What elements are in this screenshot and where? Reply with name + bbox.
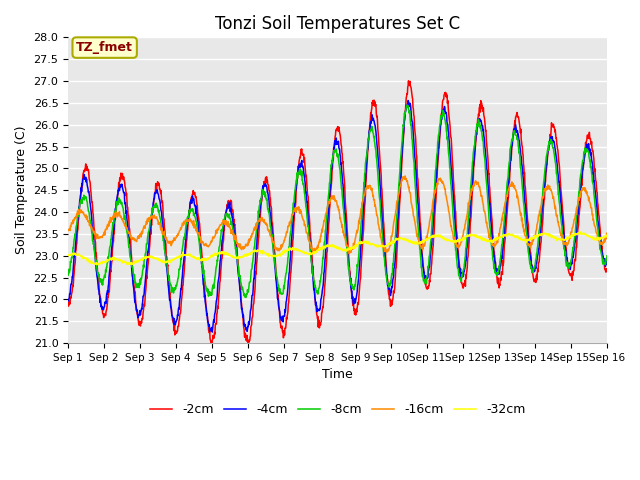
-4cm: [244, 319, 252, 324]
-16cm: [422, 238, 429, 243]
-2cm: [603, 268, 611, 274]
-2cm: [404, 78, 412, 84]
-8cm: [184, 214, 192, 219]
-16cm: [492, 241, 500, 247]
-16cm: [64, 228, 72, 233]
Line: -4cm: -4cm: [68, 100, 607, 332]
-8cm: [540, 180, 547, 185]
-4cm: [184, 216, 192, 221]
-2cm: [492, 268, 500, 274]
Line: -16cm: -16cm: [68, 176, 607, 254]
-4cm: [540, 190, 547, 195]
-4cm: [404, 97, 412, 103]
-4cm: [64, 297, 72, 303]
-32cm: [576, 229, 584, 235]
-32cm: [492, 238, 500, 243]
-8cm: [244, 287, 252, 292]
-8cm: [404, 102, 412, 108]
-16cm: [244, 240, 252, 245]
-4cm: [171, 321, 179, 327]
-16cm: [540, 192, 547, 198]
-4cm: [422, 273, 429, 278]
-8cm: [603, 253, 611, 259]
X-axis label: Time: Time: [322, 368, 353, 381]
-8cm: [171, 287, 179, 293]
Line: -8cm: -8cm: [68, 105, 607, 297]
-32cm: [603, 234, 611, 240]
-16cm: [603, 230, 611, 236]
-4cm: [209, 329, 216, 335]
Line: -32cm: -32cm: [68, 232, 607, 265]
-2cm: [171, 332, 179, 338]
-2cm: [244, 342, 252, 348]
-16cm: [184, 217, 192, 223]
Legend: -2cm, -4cm, -8cm, -16cm, -32cm: -2cm, -4cm, -8cm, -16cm, -32cm: [145, 398, 531, 421]
-32cm: [95, 262, 103, 268]
-32cm: [184, 252, 192, 258]
Line: -2cm: -2cm: [68, 81, 607, 345]
-8cm: [242, 294, 250, 300]
-32cm: [244, 251, 252, 257]
-2cm: [244, 341, 252, 347]
-32cm: [422, 238, 429, 243]
Text: TZ_fmet: TZ_fmet: [76, 41, 133, 54]
-2cm: [422, 281, 429, 287]
-4cm: [492, 266, 500, 272]
Y-axis label: Soil Temperature (C): Soil Temperature (C): [15, 126, 28, 254]
Title: Tonzi Soil Temperatures Set C: Tonzi Soil Temperatures Set C: [215, 15, 460, 33]
-16cm: [171, 238, 179, 243]
-32cm: [540, 231, 547, 237]
-8cm: [492, 271, 500, 276]
-2cm: [184, 223, 192, 228]
-2cm: [64, 302, 72, 308]
-32cm: [172, 256, 179, 262]
-8cm: [64, 272, 72, 278]
-8cm: [422, 278, 429, 284]
-16cm: [346, 251, 353, 257]
-16cm: [401, 173, 409, 179]
-2cm: [540, 202, 547, 207]
-32cm: [64, 252, 72, 258]
-4cm: [603, 259, 611, 265]
